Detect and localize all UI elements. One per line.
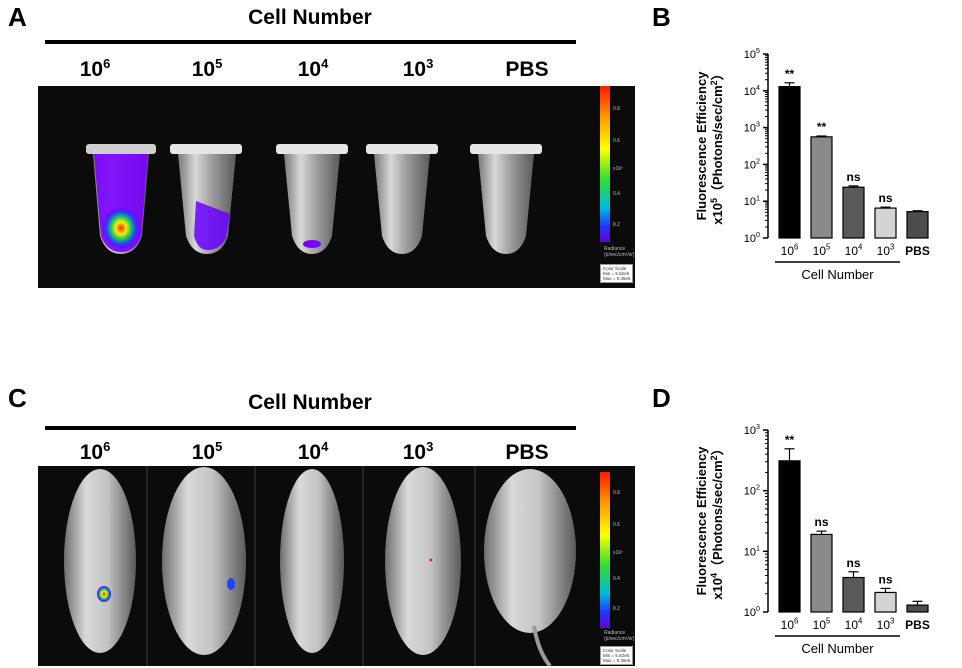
bar-chart-b: Fluorescence Efficiency x105（Photons/sec/… bbox=[694, 47, 930, 282]
panel-c-rule bbox=[45, 426, 576, 430]
y-tick-label: 100 bbox=[744, 231, 760, 245]
mouse-2 bbox=[162, 467, 246, 655]
color-scale-tick: x10⁷ bbox=[613, 550, 623, 556]
panel-c-letter: C bbox=[8, 383, 27, 413]
bar bbox=[874, 591, 897, 613]
panel-a-col-3: 104 bbox=[297, 56, 329, 81]
significance-label: ns bbox=[814, 515, 828, 529]
x-axis-label: Cell Number bbox=[801, 267, 874, 282]
bar bbox=[842, 576, 865, 613]
x-axis-label: Cell Number bbox=[801, 641, 874, 656]
tube-4 bbox=[366, 144, 438, 254]
color-scale-tick: 0.8 bbox=[613, 106, 620, 112]
x-tick-label: 106 bbox=[781, 617, 799, 632]
color-scale-tick: 0.4 bbox=[613, 191, 620, 197]
x-tick-label: 105 bbox=[813, 243, 831, 258]
color-scale-tick: 0.2 bbox=[613, 606, 620, 612]
x-tick-label: 105 bbox=[813, 617, 831, 632]
significance-label: ns bbox=[846, 170, 860, 184]
y-tick-label: 101 bbox=[744, 194, 760, 208]
tube-5 bbox=[470, 144, 542, 254]
bar bbox=[778, 460, 801, 613]
x-tick-label: 106 bbox=[781, 243, 799, 258]
radiance-unit: (p/sec/cm²/sr) bbox=[604, 636, 635, 642]
color-scale-tick: 0.6 bbox=[613, 138, 620, 144]
mouse-1 bbox=[64, 469, 136, 653]
y-axis-label-line-2: x105（Photons/sec/cm2） bbox=[709, 67, 725, 224]
color-scale-bar-a bbox=[600, 86, 610, 242]
significance-label: ns bbox=[878, 572, 892, 586]
tube-bioluminescence-image: 0.8 0.6 x10⁷ 0.4 0.2 Radiance (p/sec/cm²… bbox=[38, 86, 635, 288]
color-scale-tick: 0.2 bbox=[613, 222, 620, 228]
y-tick-label: 101 bbox=[744, 544, 760, 558]
bar bbox=[810, 533, 833, 613]
significance-label: ** bbox=[785, 433, 795, 447]
x-tick-label: 103 bbox=[877, 243, 895, 258]
mouse-bioluminescence-image: 0.8 0.6 x10⁷ 0.4 0.2 Radiance (p/sec/cm²… bbox=[38, 466, 635, 666]
bar bbox=[842, 186, 865, 239]
panel-a-col-2: 105 bbox=[191, 56, 223, 81]
panel-c-header: Cell Number bbox=[248, 391, 372, 414]
y-tick-label: 102 bbox=[744, 157, 760, 171]
y-tick-label: 104 bbox=[744, 84, 760, 98]
color-scale-tick: 0.4 bbox=[613, 576, 620, 582]
panel-c-col-3: 104 bbox=[297, 439, 329, 464]
y-tick-label: 103 bbox=[744, 121, 760, 135]
panel-a-col-5: PBS bbox=[505, 58, 549, 81]
x-tick-label: 103 bbox=[877, 617, 895, 632]
tube-3 bbox=[276, 144, 348, 254]
radiance-label: Radiance bbox=[604, 246, 626, 252]
y-axis-label-line-1: Fluorescence Efficiency bbox=[694, 71, 709, 221]
radiance-unit: (p/sec/cm²/sr) bbox=[604, 252, 635, 258]
panel-c-col-4: 103 bbox=[402, 439, 434, 464]
significance-label: ** bbox=[817, 120, 827, 134]
panel-c-col-1: 106 bbox=[79, 439, 111, 464]
color-scale-tick: 0.6 bbox=[613, 522, 620, 528]
bar bbox=[906, 211, 929, 239]
panel-a-rule bbox=[45, 40, 576, 44]
panel-d-letter: D bbox=[652, 383, 671, 413]
y-tick-label: 103 bbox=[744, 423, 760, 437]
y-tick-label: 105 bbox=[744, 47, 760, 61]
mouse-3 bbox=[280, 469, 344, 653]
tube-2 bbox=[170, 144, 242, 254]
bar-chart-d: Fluorescence Efficiency x104（Photons/sec/… bbox=[694, 423, 930, 656]
mouse-5 bbox=[484, 469, 576, 666]
mouse-4 bbox=[385, 467, 461, 655]
y-tick-label: 102 bbox=[744, 484, 760, 498]
color-scale-tick: 0.8 bbox=[613, 490, 620, 496]
panel-a-col-1: 106 bbox=[79, 56, 111, 81]
significance-label: ** bbox=[785, 67, 795, 81]
y-axis-label: Fluorescence Efficiency x104（Photons/sec/… bbox=[694, 442, 725, 599]
significance-label: ns bbox=[846, 556, 860, 570]
y-axis-label-line-2: x104（Photons/sec/cm2） bbox=[709, 442, 725, 599]
panel-a-header: Cell Number bbox=[248, 6, 372, 29]
bar bbox=[874, 207, 897, 239]
color-scale-box: Color Scale Min = 5.82e5 Max = 9.36e6 bbox=[600, 264, 634, 283]
color-scale-tick: x10⁷ bbox=[613, 166, 623, 172]
y-axis-label: Fluorescence Efficiency x105（Photons/sec/… bbox=[694, 67, 725, 224]
panel-c-col-2: 105 bbox=[191, 439, 223, 464]
x-tick-label: PBS bbox=[905, 244, 930, 258]
significance-label: ns bbox=[878, 191, 892, 205]
x-tick-label: PBS bbox=[905, 618, 930, 632]
panel-a-col-4: 103 bbox=[402, 56, 434, 81]
panel-a-letter: A bbox=[8, 2, 27, 32]
bar bbox=[906, 604, 929, 613]
bar bbox=[778, 86, 801, 239]
y-tick-label: 100 bbox=[744, 605, 760, 619]
x-tick-label: 104 bbox=[845, 243, 863, 258]
radiance-label: Radiance bbox=[604, 630, 626, 636]
bar bbox=[810, 136, 833, 239]
y-axis-label-line-1: Fluorescence Efficiency bbox=[694, 446, 709, 596]
panel-c-col-5: PBS bbox=[505, 441, 549, 464]
tube-1 bbox=[86, 144, 156, 254]
color-scale-bar-c bbox=[600, 472, 610, 628]
x-tick-label: 104 bbox=[845, 617, 863, 632]
panel-b-letter: B bbox=[652, 2, 671, 32]
color-scale-box: Color Scale Min = 5.82e5 Max = 9.36e6 bbox=[600, 646, 634, 665]
